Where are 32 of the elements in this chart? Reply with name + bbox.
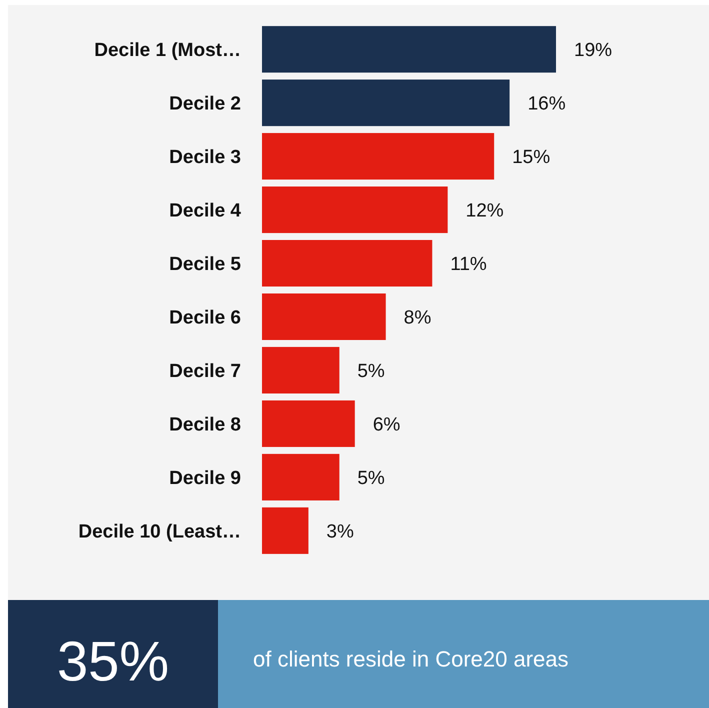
data-label: 8% bbox=[404, 307, 432, 328]
y-tick-label: Decile 4 bbox=[169, 200, 242, 222]
y-tick-label: Decile 10 (Least… bbox=[78, 521, 241, 542]
data-label: 16% bbox=[528, 93, 566, 114]
data-label: 5% bbox=[357, 468, 385, 489]
data-label: 19% bbox=[574, 40, 612, 61]
y-tick-label: Decile 2 bbox=[169, 93, 241, 114]
y-tick-label: Decile 3 bbox=[169, 146, 241, 168]
data-label: 11% bbox=[450, 254, 487, 275]
y-tick-label: Decile 9 bbox=[169, 468, 241, 489]
bar bbox=[262, 26, 556, 73]
bar bbox=[262, 293, 386, 340]
data-label: 12% bbox=[466, 200, 504, 222]
bar bbox=[262, 400, 355, 447]
text: 35% bbox=[56, 630, 170, 693]
bar bbox=[262, 80, 510, 126]
data-label: 3% bbox=[326, 521, 354, 542]
bar bbox=[262, 454, 340, 500]
data-label: 15% bbox=[512, 146, 550, 168]
text: of clients reside in Core20 areas bbox=[253, 646, 568, 672]
bar bbox=[262, 186, 448, 234]
y-tick-label: Decile 5 bbox=[169, 254, 242, 275]
bar bbox=[262, 346, 340, 394]
bar bbox=[262, 507, 308, 554]
y-tick-label: Decile 7 bbox=[169, 360, 241, 382]
y-tick-label: Decile 6 bbox=[169, 307, 241, 328]
bar bbox=[262, 133, 494, 180]
y-tick-label: Decile 8 bbox=[169, 414, 241, 436]
bar bbox=[262, 240, 432, 287]
data-label: 6% bbox=[372, 414, 400, 436]
y-tick-label: Decile 1 (Most… bbox=[94, 40, 241, 61]
data-label: 5% bbox=[357, 360, 385, 382]
